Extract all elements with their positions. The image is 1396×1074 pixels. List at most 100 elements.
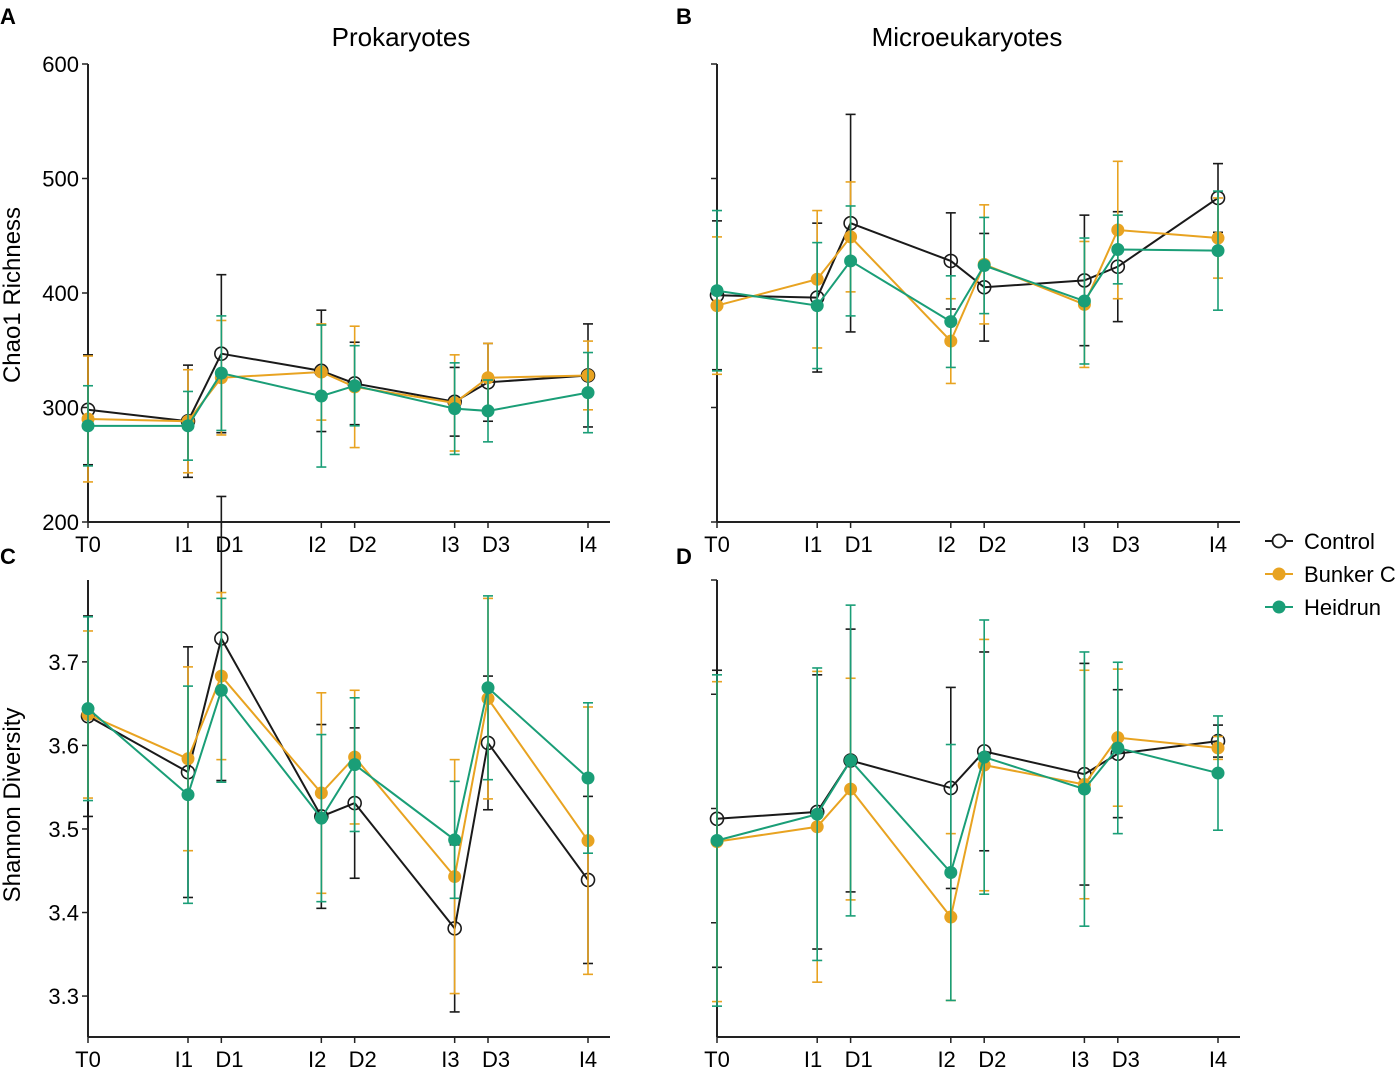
data-point	[1211, 244, 1225, 258]
data-point	[481, 681, 495, 695]
data-point	[1111, 242, 1125, 256]
y-tick-label: 400	[42, 281, 79, 306]
series-line	[87, 635, 589, 931]
panel-c: 3.3 3.4 3.5 3.6 3.7 T0 I1 D1 I2 D2 I3 D3 I4	[48, 495, 610, 1072]
data-point	[810, 807, 824, 821]
panel-d: T0 I1 D1 I2 D2 I3 D3 I4	[704, 579, 1240, 1072]
data-point	[314, 389, 328, 403]
legend-item-bunker-c: Bunker C	[1265, 562, 1396, 587]
x-tick-label: D1	[215, 1047, 243, 1069]
y-axis-label-c: Shannon Diversity	[0, 708, 26, 903]
series-control	[709, 628, 1226, 969]
data-point	[977, 259, 991, 273]
legend-marker-heidrun	[1272, 600, 1286, 614]
x-tick-label: D2	[349, 1047, 377, 1069]
x-tick-label: T0	[704, 532, 730, 557]
x-tick-label: I1	[804, 532, 822, 557]
data-point	[844, 754, 858, 768]
x-tick-label: I1	[175, 532, 193, 557]
panel-letter-d: D	[676, 544, 692, 569]
legend-label-heidrun: Heidrun	[1304, 595, 1381, 620]
data-point	[481, 371, 495, 385]
legend: Control Bunker C Heidrun	[1265, 529, 1396, 620]
data-point	[710, 833, 724, 847]
data-point	[214, 366, 228, 380]
x-tick-label: I3	[1071, 1047, 1089, 1069]
legend-item-control: Control	[1265, 529, 1375, 554]
x-tick-label: D1	[845, 1047, 873, 1069]
data-point	[81, 419, 95, 433]
data-point	[348, 379, 362, 393]
y-tick-label: 3.4	[48, 901, 79, 926]
y-tick-label: 3.6	[48, 733, 79, 758]
data-point	[448, 402, 462, 416]
data-point	[1077, 782, 1091, 796]
y-tick-label: 300	[42, 396, 79, 421]
data-point	[181, 788, 195, 802]
y-tick-label: 600	[42, 52, 79, 77]
data-point	[1077, 294, 1091, 308]
data-point	[810, 299, 824, 313]
x-tick-label: D2	[978, 1047, 1006, 1069]
series-line	[716, 248, 1219, 324]
x-tick-label: D3	[1112, 532, 1140, 557]
data-point	[581, 386, 595, 400]
data-point	[348, 758, 362, 772]
series-bunker-c	[81, 319, 595, 483]
y-tick-label: 3.3	[48, 984, 79, 1009]
panel-letter-c: C	[0, 544, 16, 569]
series-line	[716, 197, 1219, 299]
series-line	[87, 370, 589, 423]
series-control	[709, 113, 1226, 373]
x-tick-label: I2	[937, 532, 955, 557]
x-tick-label: I2	[937, 1047, 955, 1069]
x-tick-label: I3	[1071, 532, 1089, 557]
y-tick-label: 3.5	[48, 817, 79, 842]
x-tick-label: I1	[804, 1047, 822, 1069]
series-line	[716, 746, 1219, 875]
data-point	[943, 253, 959, 269]
series-line	[716, 736, 1219, 920]
series-line	[87, 685, 589, 842]
x-tick-label: I4	[1209, 1047, 1227, 1069]
x-tick-label: D1	[215, 532, 243, 557]
panel-letter-b: B	[676, 4, 692, 29]
series-line	[87, 352, 589, 423]
y-axis-label-a: Chao1 Richness	[0, 207, 26, 383]
legend-label-control: Control	[1304, 529, 1375, 554]
x-tick-label: D3	[482, 532, 510, 557]
panel-a: 200 300 400 500 600 T0 I1 D1 I2 D2 I3 D3 I4	[42, 52, 610, 557]
x-tick-label: D1	[845, 532, 873, 557]
x-tick-label: T0	[75, 1047, 101, 1069]
x-tick-label: I3	[441, 1047, 459, 1069]
series-bunker-c	[710, 638, 1225, 1003]
legend-item-heidrun: Heidrun	[1265, 595, 1381, 620]
series-heidrun	[710, 604, 1225, 1007]
x-tick-label: I4	[1209, 532, 1227, 557]
series-line	[716, 740, 1219, 820]
panel-title-b: Microeukaryotes	[872, 22, 1063, 52]
data-point	[944, 315, 958, 329]
legend-marker-control	[1271, 533, 1287, 549]
series-line	[716, 228, 1219, 343]
legend-marker-bunker-c	[1272, 567, 1286, 581]
x-tick-label: I1	[175, 1047, 193, 1069]
y-tick-label: 3.7	[48, 650, 79, 675]
data-point	[710, 284, 724, 298]
legend-label-bunker-c: Bunker C	[1304, 562, 1396, 587]
data-point	[1111, 741, 1125, 755]
series-control	[80, 273, 596, 479]
y-tick-label: 200	[42, 510, 79, 535]
series-heidrun	[710, 190, 1225, 372]
x-tick-label: I2	[308, 532, 326, 557]
series-line	[87, 674, 589, 879]
data-point	[214, 683, 228, 697]
data-point	[81, 702, 95, 716]
data-point	[581, 771, 595, 785]
data-point	[181, 419, 195, 433]
x-tick-label: I2	[308, 1047, 326, 1069]
x-tick-label: I4	[579, 1047, 597, 1069]
x-tick-label: D2	[349, 532, 377, 557]
panel-title-a: Prokaryotes	[332, 22, 471, 52]
panel-b: T0 I1 D1 I2 D2 I3 D3 I4	[704, 63, 1240, 557]
